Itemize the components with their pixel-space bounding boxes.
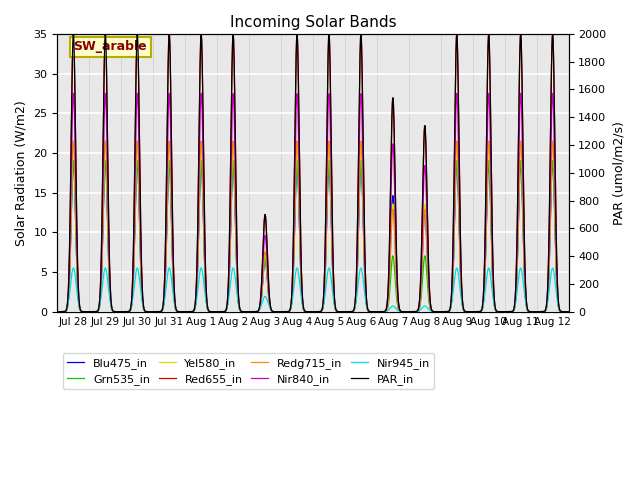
Nir840_in (158, 307, 166, 313)
Redg715_in (70, 138, 77, 144)
Line: Yel580_in: Yel580_in (58, 141, 568, 312)
Yel580_in (559, 309, 567, 314)
Line: Red655_in: Red655_in (58, 34, 568, 312)
Red655_in (424, 210, 431, 216)
Yel580_in (54, 309, 61, 314)
Red655_in (158, 307, 166, 312)
Line: Nir840_in: Nir840_in (58, 94, 568, 312)
PAR_in (456, 206, 464, 212)
Blu475_in (158, 308, 166, 313)
Grn535_in (559, 309, 567, 314)
Nir945_in (70, 265, 77, 271)
Nir840_in (559, 309, 567, 314)
Nir840_in (456, 228, 464, 234)
Yel580_in (487, 190, 495, 195)
Line: Nir945_in: Nir945_in (58, 268, 568, 312)
Red655_in (487, 115, 495, 120)
Blu475_in (487, 204, 495, 209)
Nir945_in (487, 275, 495, 281)
Y-axis label: PAR (umol/m2/s): PAR (umol/m2/s) (612, 121, 625, 225)
Yel580_in (456, 246, 464, 252)
Redg715_in (54, 309, 61, 314)
Title: Incoming Solar Bands: Incoming Solar Bands (230, 15, 396, 30)
Legend: Blu475_in, Grn535_in, Yel580_in, Red655_in, Redg715_in, Nir840_in, Nir945_in, PA: Blu475_in, Grn535_in, Yel580_in, Red655_… (63, 353, 435, 389)
Line: Grn535_in: Grn535_in (58, 161, 568, 312)
PAR_in (487, 115, 495, 120)
PAR_in (424, 210, 431, 216)
Red655_in (378, 309, 386, 314)
Yel580_in (424, 252, 431, 257)
Blu475_in (54, 309, 61, 314)
Y-axis label: Solar Radiation (W/m2): Solar Radiation (W/m2) (15, 100, 28, 246)
Grn535_in (158, 308, 166, 313)
Yel580_in (158, 308, 166, 313)
Red655_in (564, 309, 572, 314)
Line: PAR_in: PAR_in (58, 34, 568, 312)
PAR_in (54, 309, 61, 314)
Redg715_in (456, 246, 464, 252)
Nir945_in (564, 309, 572, 314)
Nir840_in (378, 309, 386, 314)
Nir945_in (424, 305, 431, 311)
Redg715_in (564, 309, 572, 314)
Blu475_in (378, 309, 386, 314)
Line: Redg715_in: Redg715_in (58, 141, 568, 312)
Blu475_in (559, 309, 567, 314)
Redg715_in (559, 309, 567, 314)
Yel580_in (70, 138, 77, 144)
Grn535_in (54, 309, 61, 314)
Red655_in (559, 309, 567, 314)
PAR_in (378, 309, 386, 314)
Grn535_in (564, 309, 572, 314)
Nir840_in (54, 309, 61, 314)
Nir945_in (378, 309, 386, 314)
Red655_in (456, 206, 464, 212)
Redg715_in (158, 308, 166, 313)
Nir945_in (456, 287, 464, 292)
PAR_in (70, 31, 77, 37)
PAR_in (559, 309, 567, 314)
Grn535_in (405, 309, 413, 314)
Red655_in (70, 31, 77, 37)
Blu475_in (456, 253, 464, 259)
Grn535_in (70, 158, 77, 164)
Grn535_in (378, 309, 386, 314)
Red655_in (54, 309, 61, 314)
Nir840_in (487, 156, 495, 162)
Nir945_in (158, 307, 166, 312)
Line: Blu475_in: Blu475_in (58, 161, 568, 312)
Blu475_in (424, 255, 431, 261)
Grn535_in (424, 281, 431, 287)
Redg715_in (424, 254, 431, 260)
Nir840_in (70, 91, 77, 96)
Redg715_in (487, 190, 495, 195)
Yel580_in (564, 309, 572, 314)
PAR_in (158, 307, 166, 312)
PAR_in (564, 309, 572, 314)
Nir945_in (405, 309, 413, 314)
Nir945_in (559, 309, 567, 314)
Nir840_in (424, 231, 431, 237)
Text: SW_arable: SW_arable (74, 40, 147, 53)
Nir945_in (54, 309, 61, 314)
Blu475_in (70, 158, 77, 164)
Redg715_in (378, 309, 386, 314)
Nir840_in (564, 309, 572, 314)
Grn535_in (487, 210, 495, 216)
Yel580_in (378, 309, 386, 314)
Blu475_in (564, 309, 572, 314)
Grn535_in (456, 259, 464, 264)
